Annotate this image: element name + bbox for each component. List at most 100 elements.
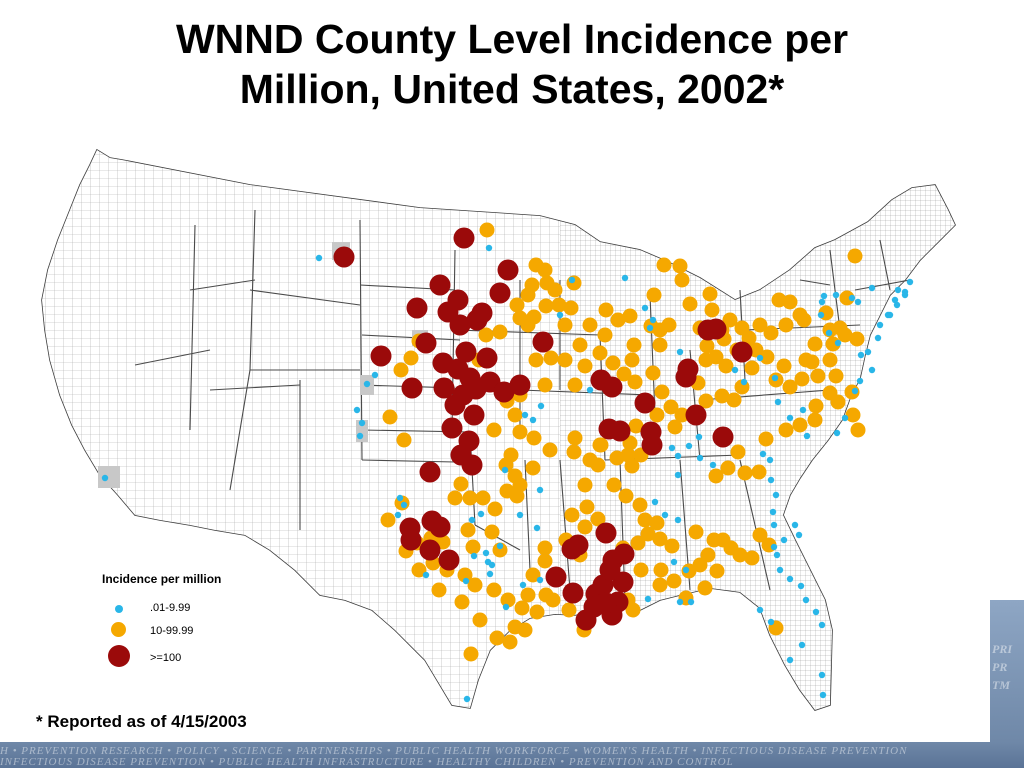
county-dot-low: [696, 454, 704, 462]
county-dot-low: [791, 521, 799, 529]
county-dot-mid: [492, 324, 508, 340]
county-dot-high: [471, 302, 493, 324]
county-dot-mid: [403, 350, 419, 366]
county-dot-low: [621, 274, 629, 282]
county-dot-low: [641, 304, 649, 312]
county-dot-high: [595, 522, 617, 544]
county-dot-low: [767, 618, 775, 626]
county-dot-high: [601, 376, 623, 398]
county-dot-mid: [847, 248, 863, 264]
county-dot-low: [486, 570, 494, 578]
county-dot-low: [798, 641, 806, 649]
county-dot-mid: [454, 594, 470, 610]
county-dot-high: [461, 454, 483, 476]
county-dot-low: [502, 603, 510, 611]
legend-title: Incidence per million: [102, 572, 222, 586]
county-dot-low: [529, 416, 537, 424]
county-dot-mid: [475, 490, 491, 506]
county-dot-low: [371, 371, 379, 379]
county-dot-low: [770, 521, 778, 529]
county-dot-low: [864, 348, 872, 356]
state-boundary-line: [739, 459, 771, 591]
county-dot-mid: [807, 336, 823, 352]
county-dot-low: [676, 348, 684, 356]
county-dot-low: [568, 276, 576, 284]
county-dot-low: [786, 575, 794, 583]
county-dot-low: [644, 595, 652, 603]
county-dot-low: [315, 254, 323, 262]
county-dot-high: [333, 246, 355, 268]
state-boundary-line: [249, 289, 361, 306]
county-dot-high: [532, 331, 554, 353]
footer-banner: H • PREVENTION RESEARCH • POLICY • SCIEN…: [0, 742, 1024, 768]
county-dot-mid: [807, 412, 823, 428]
county-dot-mid: [718, 358, 734, 374]
county-dot-mid: [620, 447, 636, 463]
county-dot-high: [509, 374, 531, 396]
county-dot-mid: [758, 431, 774, 447]
county-dot-mid: [715, 532, 731, 548]
county-dot-high: [455, 341, 477, 363]
county-dot-high: [429, 516, 451, 538]
county-dot-low: [358, 419, 366, 427]
state-boundary-line: [189, 224, 196, 431]
county-dot-low: [774, 398, 782, 406]
county-dot-mid: [672, 258, 688, 274]
county-dot-mid: [567, 377, 583, 393]
state-boundary-line: [361, 334, 461, 341]
county-dot-mid: [520, 587, 536, 603]
state-boundary-line: [474, 524, 521, 551]
county-dot-mid: [512, 424, 528, 440]
county-dot-low: [812, 608, 820, 616]
county-dot-mid: [538, 587, 554, 603]
county-dot-low: [818, 671, 826, 679]
county-dot-mid: [734, 320, 750, 336]
county-dot-mid: [572, 337, 588, 353]
county-dot-low: [731, 366, 739, 374]
county-dot-mid: [463, 646, 479, 662]
county-dot-low: [893, 301, 901, 309]
county-dot-mid: [652, 577, 668, 593]
county-dot-low: [776, 566, 784, 574]
county-dot-low: [820, 292, 828, 300]
county-dot-high: [489, 282, 511, 304]
county-dot-low: [772, 491, 780, 499]
county-dot-mid: [489, 630, 505, 646]
county-dot-mid: [792, 307, 808, 323]
side-text-3: TM: [992, 678, 1010, 692]
state-boundary-line: [361, 459, 456, 463]
county-dot-mid: [708, 349, 724, 365]
county-dot-low: [661, 511, 669, 519]
county-dot-mid: [393, 362, 409, 378]
county-dot-mid: [411, 562, 427, 578]
county-dot-mid: [640, 526, 656, 542]
county-dot-high: [406, 297, 428, 319]
county-dot-low: [825, 329, 833, 337]
county-dot-high: [419, 539, 441, 561]
county-dot-mid: [543, 350, 559, 366]
county-dot-low: [687, 598, 695, 606]
county-dot-low: [649, 316, 657, 324]
state-boundary-line: [829, 249, 841, 331]
county-dot-low: [674, 516, 682, 524]
county-dot-low: [516, 511, 524, 519]
county-dot-mid: [499, 483, 515, 499]
county-dot-low: [353, 406, 361, 414]
county-dot-mid: [626, 337, 642, 353]
county-dot-mid: [649, 515, 665, 531]
county-dot-mid: [700, 547, 716, 563]
county-dot-low: [874, 334, 882, 342]
county-dot-mid: [674, 407, 690, 423]
county-dot-low: [854, 298, 862, 306]
county-dot-low: [356, 432, 364, 440]
county-dot-mid: [431, 582, 447, 598]
county-dot-mid: [542, 442, 558, 458]
county-dot-mid: [702, 286, 718, 302]
county-dot-mid: [547, 282, 563, 298]
county-dot-mid: [737, 465, 753, 481]
legend-item-mid: 10-99.99: [98, 620, 268, 644]
county-dot-low: [841, 414, 849, 422]
county-dot-low: [422, 571, 430, 579]
county-dot-mid: [732, 547, 748, 563]
county-dot-low: [586, 386, 594, 394]
